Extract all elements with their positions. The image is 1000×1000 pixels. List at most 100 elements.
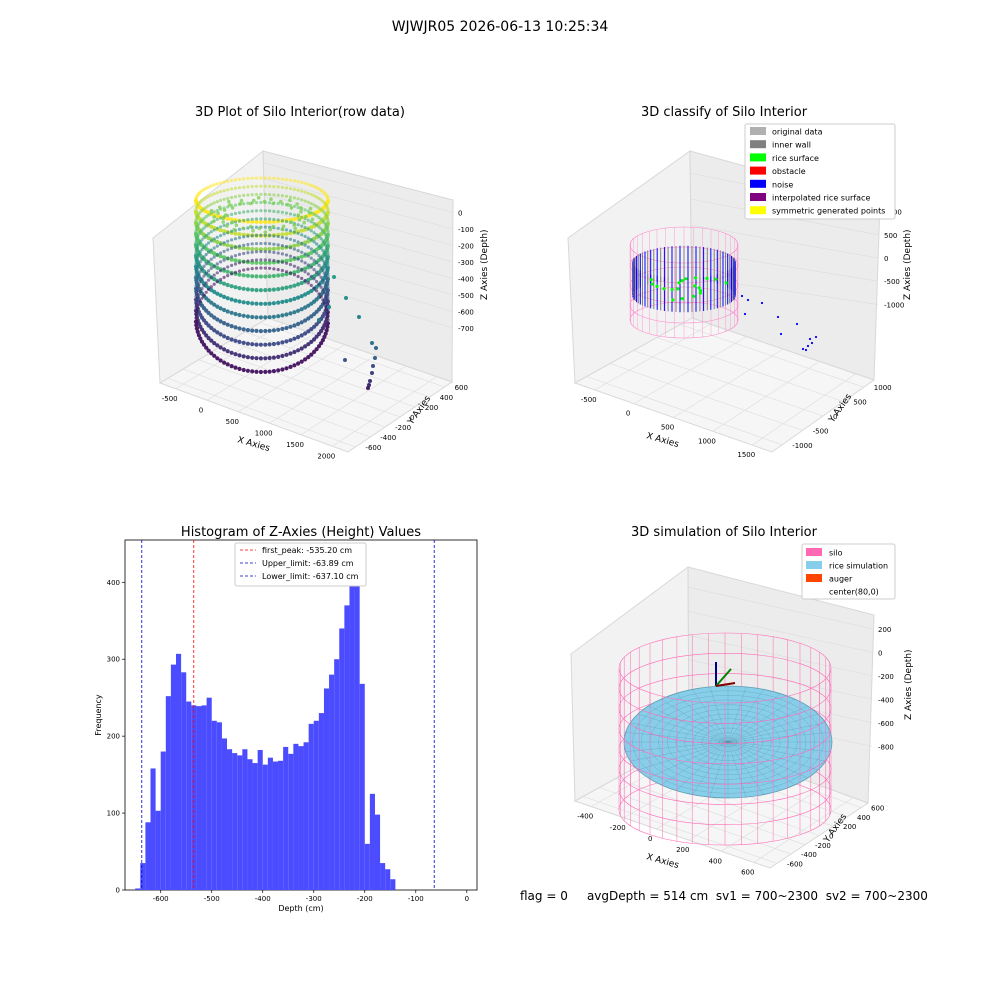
rice-surface-point — [677, 281, 681, 285]
raw-point — [326, 229, 330, 233]
g2-ygrid — [633, 350, 824, 417]
raw-point — [212, 228, 216, 232]
raw-point — [198, 336, 203, 341]
hist-x-tick: -500 — [204, 895, 220, 903]
raw-point — [204, 290, 208, 294]
raw-point — [319, 256, 323, 260]
g2-ygrid — [656, 337, 844, 402]
raw-point — [303, 318, 308, 323]
raw-point — [303, 292, 308, 297]
raw-point — [312, 258, 316, 262]
raw-point — [272, 259, 276, 263]
g1-z-tick: -400 — [458, 275, 474, 283]
raw-point — [267, 219, 272, 224]
hist-bar — [247, 759, 253, 890]
hist-y-tick: 0 — [116, 887, 120, 895]
raw-point — [263, 356, 268, 361]
raw-point — [296, 321, 301, 327]
raw-point — [272, 193, 276, 197]
raw-point — [292, 349, 297, 355]
raw-point — [197, 272, 201, 276]
hist-bar — [201, 705, 207, 890]
raw-point — [219, 260, 223, 264]
sim-3d-silo-front — [618, 667, 832, 846]
raw-point — [204, 224, 208, 228]
rice-surface-point — [680, 279, 684, 283]
silo-ring-front — [618, 667, 832, 704]
raw-point — [309, 238, 313, 242]
raw-point — [218, 205, 222, 210]
raw-point — [299, 294, 304, 299]
raw-point — [268, 242, 272, 246]
raw-point — [288, 187, 293, 191]
raw-point — [237, 272, 242, 277]
hist-bar — [323, 688, 330, 890]
raw-point — [233, 231, 238, 236]
raw-point — [296, 205, 300, 210]
rice-mesh-spoke — [661, 741, 729, 786]
raw-point — [222, 347, 227, 352]
raw-point — [250, 301, 255, 306]
raw-point — [268, 266, 272, 270]
raw-point — [306, 329, 311, 334]
g4-y-tick: -200 — [815, 842, 831, 850]
hist-bar — [186, 701, 192, 890]
raw-point — [233, 245, 238, 249]
raw-point — [197, 293, 201, 297]
raw-point — [312, 194, 316, 198]
panel-simulation-3d: 3D simulation of Silo Interior -400-2000… — [570, 525, 914, 876]
raw-outlier-point — [370, 341, 374, 345]
raw-outlier-point — [343, 358, 347, 362]
raw-point — [218, 358, 223, 363]
raw-point — [303, 240, 308, 245]
classify-legend-swatch — [750, 127, 766, 135]
raw-point — [258, 342, 263, 347]
raw-point — [225, 335, 230, 341]
raw-point — [325, 311, 329, 315]
g1-y-tick: -600 — [365, 444, 381, 452]
raw-point — [280, 235, 284, 239]
raw-point — [276, 193, 280, 197]
raw-point — [202, 236, 206, 240]
raw-point — [207, 222, 211, 226]
raw-point — [194, 262, 198, 266]
raw-point — [296, 335, 301, 340]
noise-point — [740, 294, 744, 298]
raw-point — [299, 280, 304, 286]
raw-point — [237, 211, 242, 215]
raw-point — [222, 180, 226, 184]
raw-point — [197, 282, 201, 287]
rice-mesh-spoke — [630, 741, 729, 762]
raw-point — [196, 296, 200, 300]
sim-3d-xlabel: X Axies — [645, 852, 680, 871]
raw-point — [276, 354, 281, 359]
raw-point — [233, 258, 238, 263]
raw-point — [271, 246, 276, 251]
raw-point — [215, 208, 219, 213]
hist-bar — [339, 628, 345, 890]
raw-point — [194, 270, 198, 274]
raw-point — [219, 190, 223, 194]
raw-point — [198, 280, 202, 284]
raw-point — [225, 296, 230, 301]
hist-bar — [206, 697, 212, 890]
g4-z-tick: -400 — [878, 696, 894, 704]
hist-bar — [334, 659, 340, 890]
raw-point — [288, 338, 293, 343]
raw-point — [306, 200, 310, 204]
raw-point — [245, 355, 250, 360]
raw-point — [245, 368, 250, 373]
hist-y-tick: 400 — [107, 579, 120, 587]
raw-point — [254, 217, 259, 221]
raw-point — [233, 298, 238, 303]
raw-point — [263, 209, 267, 213]
raw-point — [250, 250, 254, 254]
raw-point — [195, 257, 199, 261]
classify-legend-swatch — [750, 206, 766, 215]
raw-point — [254, 219, 259, 224]
g4-z-tick: 0 — [878, 649, 882, 657]
hist-bar — [283, 746, 289, 890]
raw-point — [306, 263, 310, 267]
raw-point — [233, 325, 238, 330]
sim-legend-swatch — [806, 548, 822, 556]
